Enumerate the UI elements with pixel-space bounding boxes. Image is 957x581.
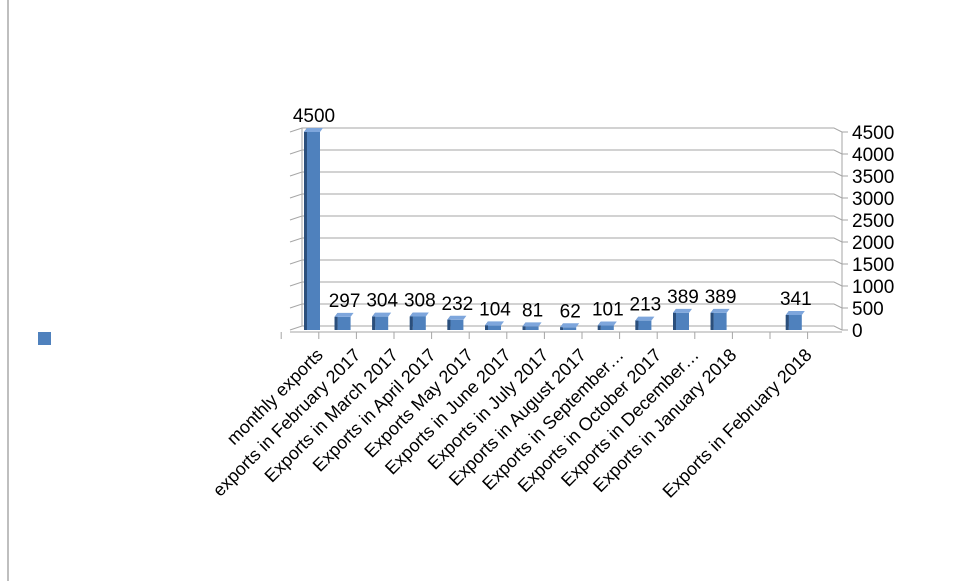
bar [673, 308, 692, 330]
legend-swatch [38, 332, 51, 345]
y-tick-label: 3000 [852, 189, 894, 210]
bar [372, 312, 392, 330]
y-tick-label: 2000 [852, 233, 894, 254]
data-label: 389 [705, 287, 737, 308]
bar [560, 323, 580, 330]
data-label: 104 [479, 299, 511, 320]
data-label: 308 [404, 290, 436, 311]
gridline [289, 259, 848, 265]
y-tick-label: 4000 [852, 145, 894, 166]
bar [485, 321, 504, 330]
bars [304, 128, 805, 330]
gridline [289, 193, 848, 199]
bar [447, 315, 467, 330]
data-label: 4500 [293, 106, 335, 127]
data-label: 101 [592, 300, 624, 321]
y-tick-label: 500 [852, 299, 884, 320]
bar [304, 128, 323, 330]
data-label: 389 [667, 287, 699, 308]
bar [409, 312, 429, 330]
bar [635, 316, 655, 330]
bar [597, 321, 617, 330]
data-label: 213 [630, 295, 662, 316]
gridlines [280, 127, 848, 339]
bar [522, 322, 542, 330]
bar [785, 310, 805, 330]
data-label: 81 [522, 300, 543, 321]
bar [710, 308, 730, 330]
data-label: 304 [366, 291, 398, 312]
gridline [289, 171, 848, 177]
gridline [289, 237, 848, 243]
y-tick-label: 0 [852, 321, 863, 342]
data-label: 341 [780, 289, 812, 310]
data-label: 232 [442, 294, 474, 315]
gridline [289, 281, 848, 287]
y-tick-label: 1500 [852, 255, 894, 276]
y-tick-label: 2500 [852, 211, 894, 232]
gridline [289, 303, 848, 309]
data-label: 297 [329, 291, 361, 312]
gridline [289, 127, 848, 133]
data-label: 62 [560, 301, 581, 322]
y-tick-label: 1000 [852, 277, 894, 298]
y-tick-label: 4500 [852, 123, 894, 144]
y-tick-label: 3500 [852, 167, 894, 188]
x-category-label: exports in February 2017 [209, 345, 365, 501]
gridline [289, 215, 848, 221]
bar [334, 312, 354, 330]
gridline [289, 149, 848, 155]
